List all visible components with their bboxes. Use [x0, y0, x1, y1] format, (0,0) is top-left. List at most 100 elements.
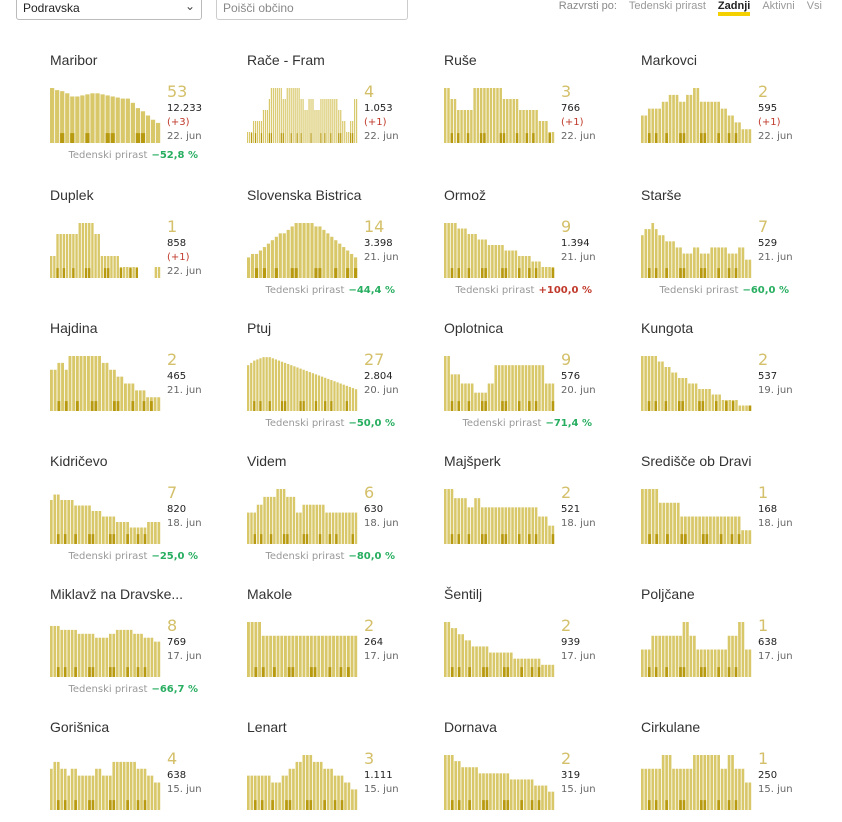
cases-bar — [293, 366, 296, 411]
cases-sparkline — [247, 755, 358, 810]
weekly-growth-value: +100,0 % — [538, 285, 592, 296]
cases-bar — [295, 635, 298, 677]
cases-bar — [337, 775, 340, 810]
municipality-card[interactable]: Gorišnica 4 638 15. jun — [50, 719, 220, 822]
cases-bar — [689, 94, 693, 143]
municipality-card[interactable]: Dornava 2 319 15. jun — [444, 719, 614, 822]
active-cases: 2 — [561, 749, 572, 768]
municipality-card[interactable]: Videm 6 630 18. jun Tedenski prirast −80,0 % — [247, 453, 417, 573]
cases-bar — [698, 389, 701, 411]
municipality-card[interactable]: Lenart 3 1.111 15. jun — [247, 719, 417, 822]
cases-sparkline — [444, 755, 555, 810]
cases-bar — [50, 625, 53, 677]
new-cases-bar — [280, 401, 284, 411]
municipality-card[interactable]: Ormož 9 1.394 21. jun Tedenski prirast +100,0… — [444, 187, 614, 307]
cases-bar — [516, 658, 520, 677]
sort-option-active[interactable]: Aktivni — [762, 0, 795, 12]
municipality-card[interactable]: Makole 2 264 17. jun — [247, 586, 417, 706]
new-cases-bar — [481, 534, 484, 544]
cases-bar — [282, 233, 286, 278]
cases-bar — [476, 88, 480, 143]
cases-bar — [644, 489, 648, 544]
municipality-card[interactable]: Kungota 2 537 19. jun — [641, 320, 811, 440]
cases-bar — [107, 256, 110, 278]
total-cases: 1.394 — [561, 238, 590, 249]
cases-bar — [157, 522, 161, 544]
new-cases-bar — [698, 401, 701, 411]
cases-bar — [450, 755, 454, 810]
municipality-card[interactable]: Ruše 3 766 (+1) 22. jun — [444, 52, 614, 172]
weekly-growth: Tedenski prirast −71,4 % — [462, 418, 592, 429]
municipality-card[interactable]: Duplek 1 858 (+1) 22. jun — [50, 187, 220, 307]
new-cases-bar — [324, 401, 327, 411]
municipality-card[interactable]: Šentilj 2 939 17. jun — [444, 586, 614, 706]
cases-bar — [120, 98, 125, 143]
municipality-card[interactable]: Ptuj 27 2.804 20. jun Tedenski prirast −50,0 … — [247, 320, 417, 440]
cases-bar — [444, 223, 447, 278]
municipality-card[interactable]: Kidričevo 7 820 18. jun Tedenski prirast −25,… — [50, 453, 220, 573]
cases-bar — [344, 782, 347, 810]
municipality-card[interactable]: Rače - Fram 4 1.053 (+1) 22. jun — [247, 52, 417, 172]
cases-bar — [140, 633, 143, 677]
municipality-card[interactable]: Središče ob Dravi 1 168 18. jun — [641, 453, 811, 573]
cases-bar — [484, 507, 487, 544]
cases-bar — [731, 253, 734, 278]
cases-bar — [318, 110, 320, 143]
cases-bar — [254, 121, 257, 143]
cases-bar — [713, 649, 717, 677]
new-cases-bar — [119, 268, 123, 278]
new-cases-bar — [506, 667, 510, 677]
cases-bar — [718, 394, 721, 411]
municipality-card[interactable]: Hajdina 2 465 21. jun — [50, 320, 220, 440]
cases-bar — [338, 110, 340, 143]
cases-bar — [131, 383, 135, 411]
cases-bar — [290, 365, 293, 411]
cases-bar — [256, 359, 259, 411]
cases-bar — [290, 226, 294, 278]
cases-bar — [661, 755, 665, 810]
cases-bar — [486, 88, 489, 143]
municipality-card[interactable]: Starše 7 529 21. jun Tedenski prirast −60,0 % — [641, 187, 811, 307]
cases-bar — [65, 234, 69, 278]
cases-bar — [528, 110, 532, 143]
cases-bar — [81, 505, 84, 544]
cases-bar — [140, 527, 143, 544]
new-cases-bar — [84, 268, 88, 278]
new-cases-bar — [654, 800, 658, 810]
municipality-card[interactable]: Cirkulane 1 250 15. jun — [641, 719, 811, 822]
cases-bar — [287, 635, 291, 677]
municipality-card[interactable]: Markovci 2 595 (+1) 22. jun — [641, 52, 811, 172]
cases-bar — [688, 383, 691, 411]
cases-bar — [254, 253, 259, 278]
sort-option-latest[interactable]: Zadnji — [717, 0, 751, 16]
municipality-card[interactable]: Miklavž na Dravske... 8 769 17. jun Tedenski… — [50, 586, 220, 706]
municipality-card[interactable]: Majšperk 2 521 18. jun — [444, 453, 614, 573]
new-cases-bar — [530, 667, 534, 677]
last-update-date: 22. jun — [167, 266, 202, 277]
municipality-card[interactable]: Slovenska Bistrica 14 3.398 21. jun Tedenski… — [247, 187, 417, 307]
municipality-card[interactable]: Oplotnica 9 576 20. jun Tedenski prirast −71,… — [444, 320, 614, 440]
cases-bar — [74, 629, 77, 677]
sort-option-all[interactable]: Vsi — [806, 0, 822, 12]
sort-option-weekly[interactable]: Tedenski prirast — [628, 0, 706, 12]
new-cases-bar — [254, 133, 257, 143]
new-cases-bar — [654, 401, 658, 411]
cases-bar — [299, 368, 302, 411]
cases-bar — [287, 364, 290, 411]
new-cases-bar — [286, 534, 289, 544]
total-cases: 766 — [561, 103, 581, 114]
cases-bar — [680, 516, 684, 544]
cases-bar — [538, 261, 541, 278]
new-cases-bar — [525, 133, 529, 143]
municipality-card[interactable]: Poljčane 1 638 17. jun — [641, 586, 811, 706]
cases-bar — [262, 247, 267, 278]
cases-bar — [309, 755, 313, 810]
cases-bar — [511, 365, 514, 411]
cases-bar — [644, 229, 648, 278]
municipality-card[interactable]: Maribor 53 12.233 (+3) 22. jun Tedenski prira… — [50, 52, 220, 172]
cases-bar — [719, 516, 723, 544]
cases-bar — [506, 99, 509, 143]
cases-bar — [705, 516, 709, 544]
search-input[interactable] — [216, 0, 408, 20]
region-select[interactable]: Podravska ⌄ — [16, 0, 202, 20]
